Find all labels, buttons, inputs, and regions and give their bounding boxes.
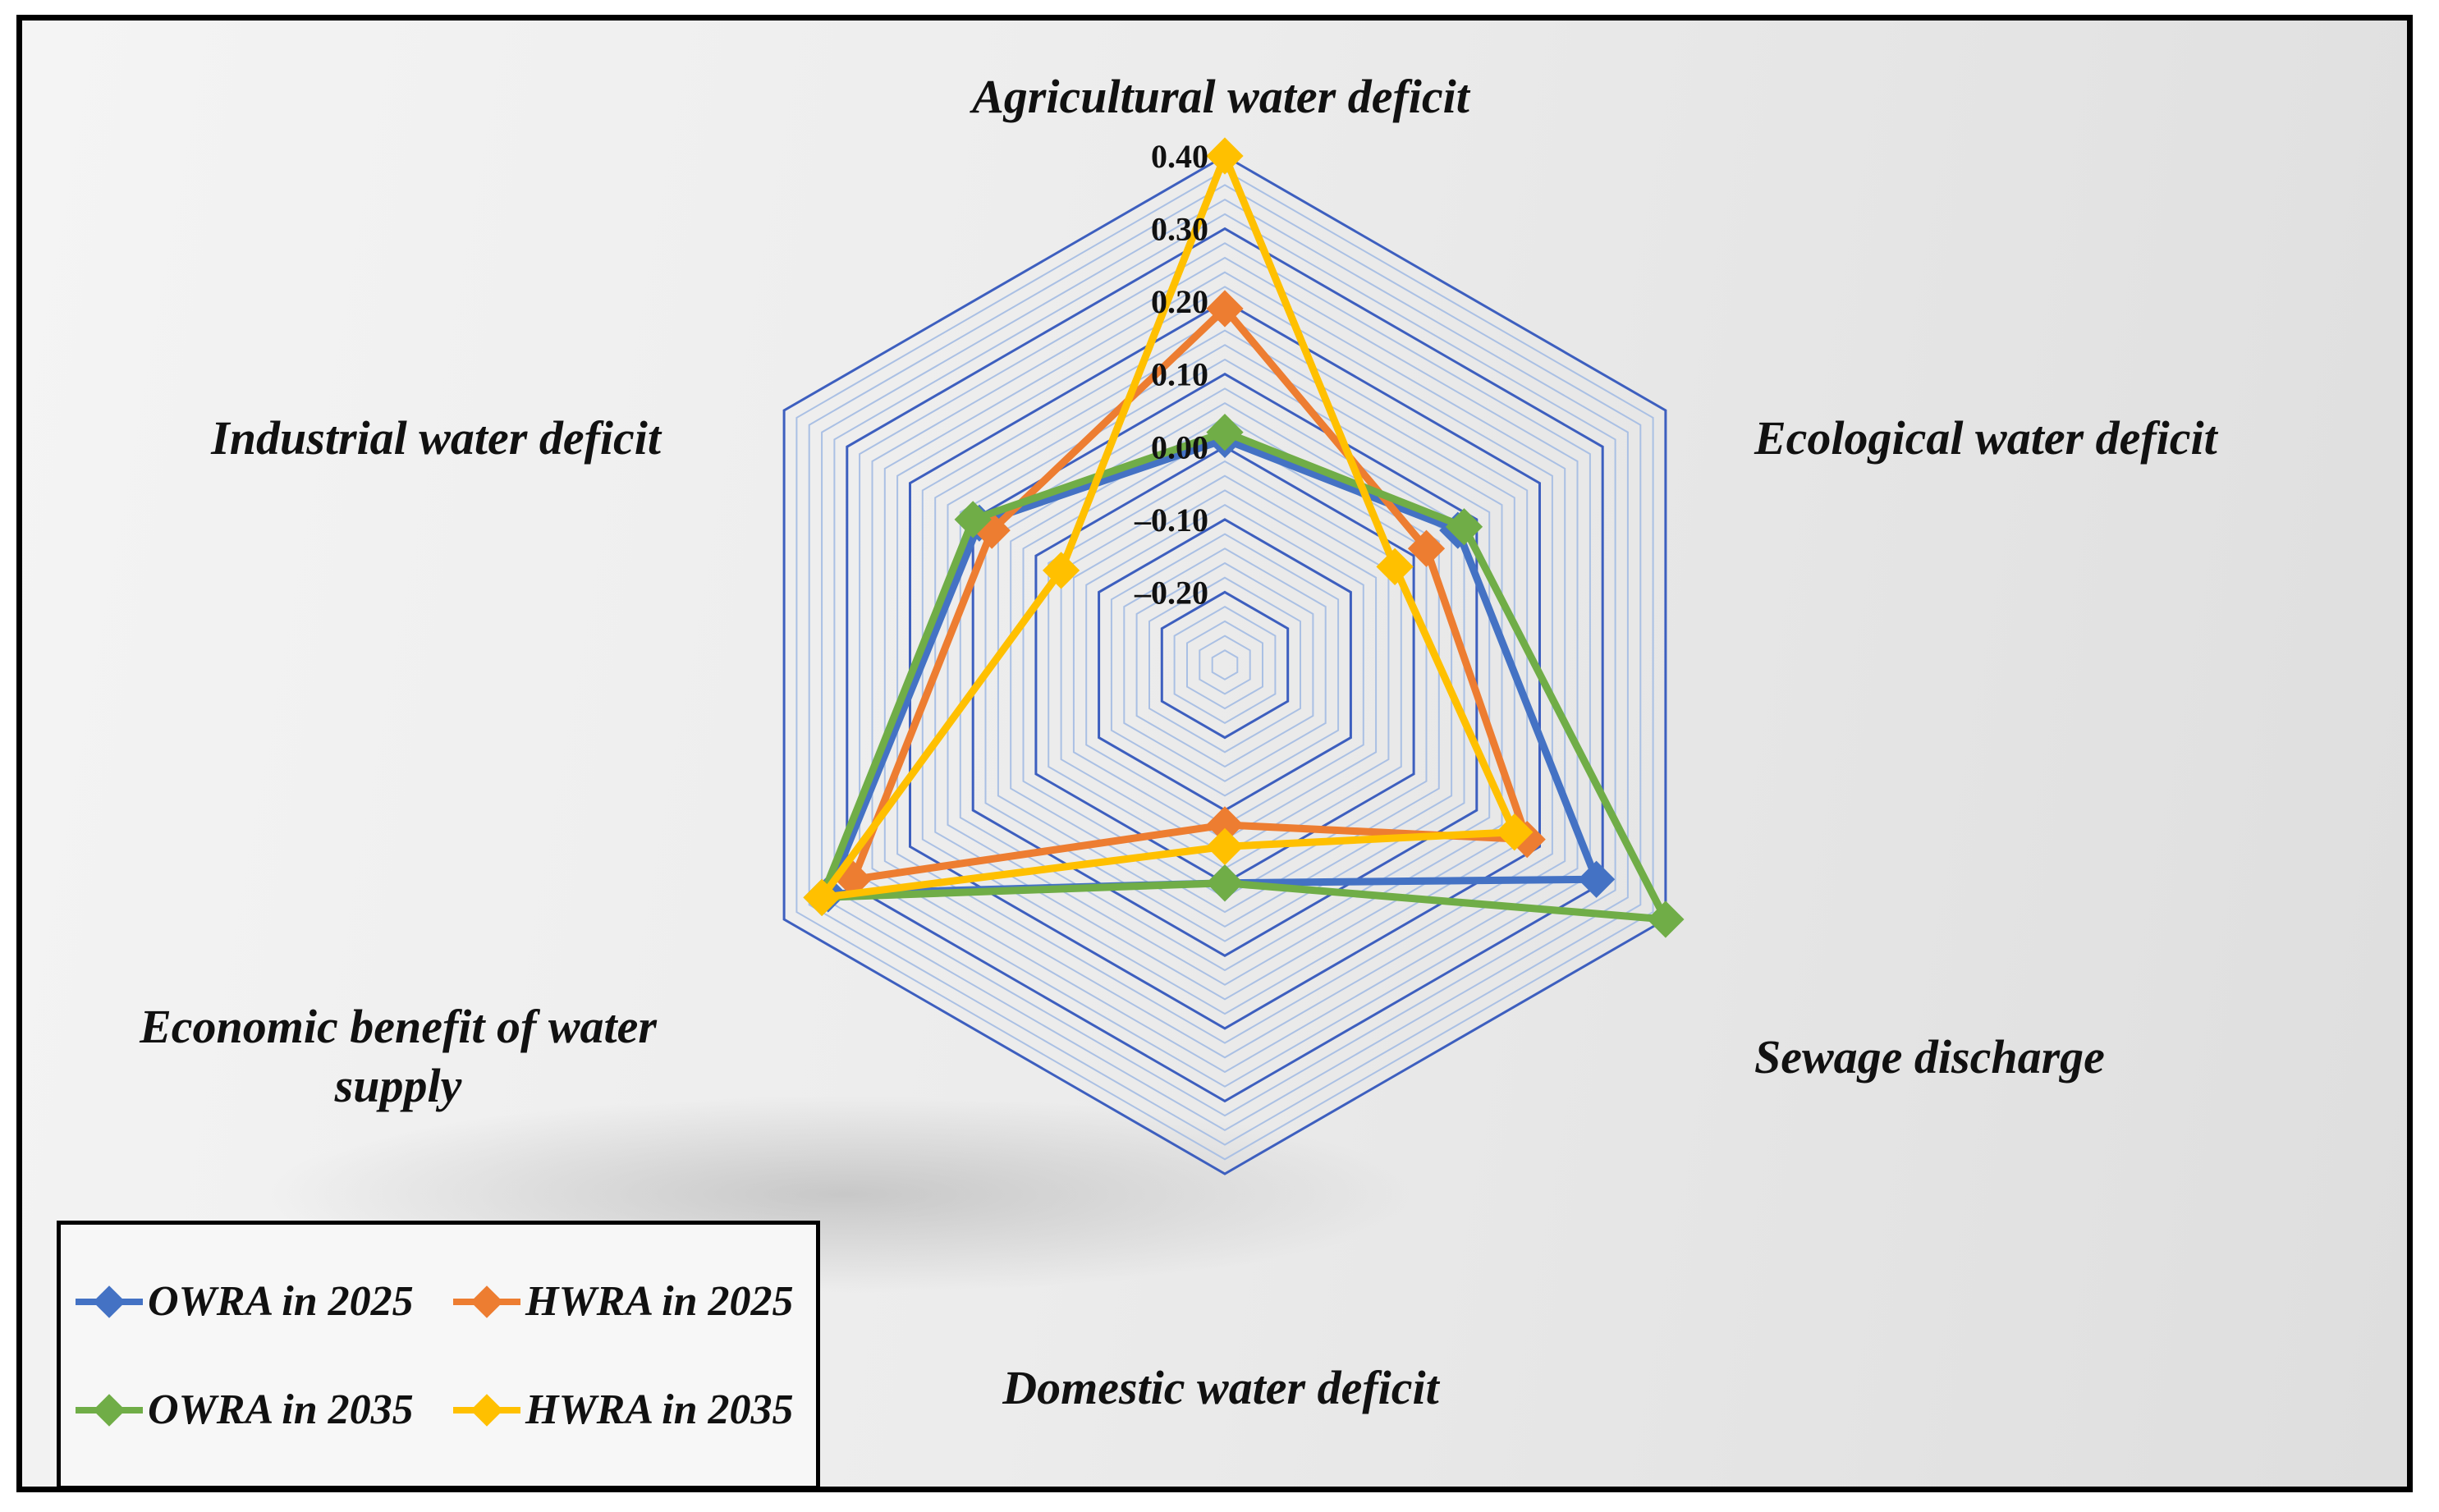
grid-ring-minor [1085,503,1364,827]
series-point [954,501,992,538]
series [803,137,1534,917]
radar-axis-labels: Agricultural water deficit Ecological wat… [139,70,2219,1414]
series [803,413,1685,938]
tick-label: 0.20 [1151,283,1208,320]
axis-label: Sewage discharge [1754,1030,2105,1084]
tick-label: –0.10 [1134,502,1208,538]
grid-ring-major [909,300,1541,1030]
series-point [1206,864,1244,902]
tick-label: 0.30 [1151,211,1208,248]
grid-ring-minor [821,198,1629,1132]
axis-label: Agricultural water deficit [970,70,1471,123]
series-point [1042,552,1080,589]
legend-label: OWRA in 2025 [148,1278,414,1325]
legend-label: HWRA in 2035 [525,1386,794,1433]
series-point [1206,806,1244,844]
series-point [1647,900,1685,938]
figure-frame: 0.40 0.30 0.20 0.10 0.00 –0.10 –0.20 Agricultu… [16,15,2413,1492]
grid-ring-minor [921,314,1529,1015]
grid-ring-minor [947,344,1503,986]
grid-ring-minor [1186,620,1263,710]
series-point [803,878,841,917]
grid-ring-minor [1148,576,1301,754]
grid-ring-minor [833,213,1616,1117]
grid-ring-minor [1211,649,1239,680]
series-point [1206,413,1244,451]
grid-ring-minor [871,256,1579,1074]
legend-label: HWRA in 2025 [525,1278,794,1325]
series-point [1206,137,1244,175]
grid-ring-minor [896,286,1553,1044]
tick-label: 0.40 [1151,138,1208,175]
axis-label: Industrial water deficit [210,411,662,465]
series-point [1496,813,1534,851]
axis-label: Ecological water deficit [1754,411,2219,465]
grid-ring-minor [1072,489,1378,841]
tick-label: –0.20 [1134,574,1208,611]
grid-ring-minor [883,271,1566,1059]
axis-label: Economic benefit of water supply [139,1000,657,1112]
series-point [1206,827,1244,866]
axis-label: Domestic water deficit [1002,1361,1440,1414]
series-point [1407,529,1446,567]
grid-ring-minor [934,329,1515,1001]
tick-label: 0.10 [1151,356,1208,393]
series-point [1376,548,1414,586]
radar-tick-labels: 0.40 0.30 0.20 0.10 0.00 –0.10 –0.20 [1134,138,1208,611]
grid-ring-minor [795,169,1654,1161]
grid-ring-minor [1010,416,1440,914]
series-point [1445,508,1483,546]
series-point [1577,860,1616,898]
grid-ring-minor [1173,605,1277,725]
legend-swatch [76,1394,143,1427]
legend-swatch [453,1285,520,1318]
tick-label: 0.00 [1151,428,1208,465]
grid-ring-minor [1060,474,1390,855]
grid-ring-minor [859,242,1591,1088]
legend-swatch [76,1285,143,1318]
grid-ring-major [846,227,1604,1103]
legend-label: OWRA in 2035 [148,1386,414,1433]
legend-swatch [453,1394,520,1427]
grid-ring-minor [1123,548,1327,782]
radar-series [803,137,1685,938]
grid-ring-minor [959,358,1491,972]
grid-ring-minor [1110,533,1340,797]
grid-ring-minor [808,184,1642,1146]
legend: OWRA in 2025 HWRA in 2025 OWRA in 2035 H… [57,1221,820,1487]
grid-ring-major [1160,590,1290,740]
grid-ring-major [782,154,1667,1175]
grid-ring-minor [1199,635,1251,695]
grid-ring-minor [1135,561,1314,768]
